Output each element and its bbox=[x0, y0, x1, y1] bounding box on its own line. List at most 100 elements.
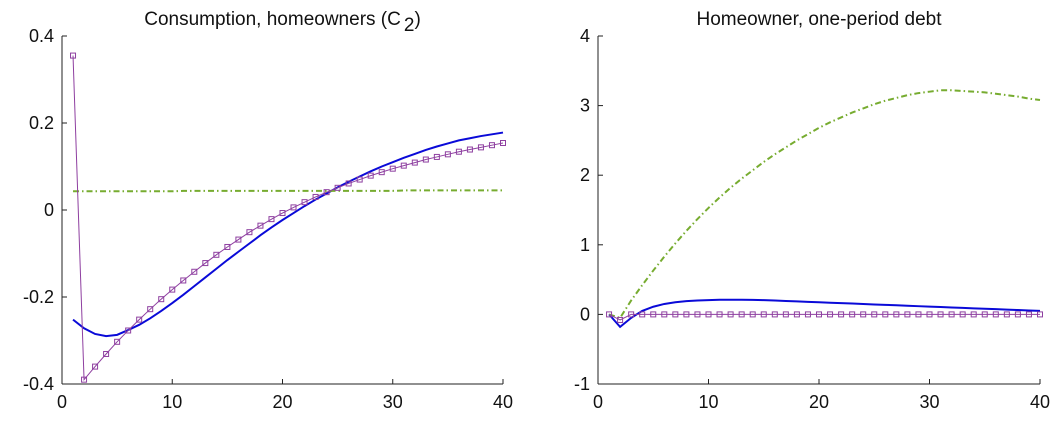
series-marker bbox=[1025, 311, 1032, 318]
y-tick-label: 0 bbox=[44, 200, 54, 220]
series-marker bbox=[926, 311, 933, 318]
series-marker bbox=[981, 311, 988, 318]
series-line bbox=[608, 313, 1040, 321]
x-tick-label: 40 bbox=[1030, 392, 1050, 412]
series-line bbox=[72, 55, 504, 381]
x-tick-label: 10 bbox=[698, 392, 718, 412]
series-marker bbox=[422, 156, 429, 163]
series-marker bbox=[871, 311, 878, 318]
series-marker bbox=[959, 311, 966, 318]
title-text: Homeowner, one-period debt bbox=[696, 9, 942, 30]
series-marker bbox=[882, 311, 889, 318]
series-marker bbox=[661, 311, 668, 318]
series-marker bbox=[782, 311, 789, 318]
series-marker bbox=[804, 311, 811, 318]
series-marker bbox=[345, 180, 352, 187]
series-marker bbox=[816, 311, 822, 318]
series-marker bbox=[312, 193, 319, 200]
title-subscript: 2 bbox=[404, 15, 415, 36]
series-marker bbox=[466, 146, 473, 153]
series-marker bbox=[389, 165, 396, 172]
y-tick-label: 4 bbox=[580, 26, 590, 46]
series-marker bbox=[650, 311, 657, 318]
series-marker bbox=[771, 311, 778, 318]
series-marker bbox=[191, 268, 198, 275]
series-marker bbox=[70, 52, 77, 59]
series-marker bbox=[606, 311, 613, 318]
series-marker bbox=[169, 286, 176, 293]
series-marker bbox=[235, 236, 242, 243]
series-line bbox=[72, 131, 504, 338]
series-marker bbox=[488, 142, 495, 149]
series-marker bbox=[136, 316, 143, 323]
series-marker bbox=[639, 311, 646, 318]
series-marker bbox=[323, 189, 330, 196]
series-marker bbox=[1037, 311, 1043, 318]
series-marker bbox=[92, 363, 99, 370]
series-marker bbox=[125, 327, 132, 334]
series-marker bbox=[992, 311, 999, 318]
series-marker bbox=[433, 153, 440, 160]
series-marker bbox=[301, 199, 308, 206]
series-marker bbox=[617, 316, 624, 323]
y-tick-label: 0.2 bbox=[29, 113, 54, 133]
series-marker bbox=[760, 311, 767, 318]
series-marker bbox=[103, 350, 110, 357]
series-marker bbox=[246, 229, 253, 236]
series-marker bbox=[213, 251, 220, 258]
series-marker bbox=[705, 311, 712, 318]
title-close: ) bbox=[414, 9, 420, 30]
series-marker bbox=[838, 311, 845, 318]
series-marker bbox=[672, 311, 679, 318]
series-marker bbox=[400, 162, 407, 169]
series-marker bbox=[477, 144, 484, 151]
series-marker bbox=[334, 184, 341, 191]
series-marker bbox=[628, 311, 635, 318]
series-marker bbox=[893, 311, 900, 318]
series-marker bbox=[81, 376, 88, 383]
series-marker bbox=[904, 311, 911, 318]
y-tick-label: 0.4 bbox=[29, 26, 54, 46]
x-tick-label: 40 bbox=[493, 392, 513, 412]
x-tick-label: 20 bbox=[809, 392, 829, 412]
series-marker bbox=[694, 311, 701, 318]
x-tick-label: 30 bbox=[383, 392, 403, 412]
y-tick-label: -0.4 bbox=[23, 374, 54, 394]
series-marker bbox=[937, 311, 944, 318]
x-tick-label: 0 bbox=[593, 392, 603, 412]
chart-title: Consumption, homeowners (C 2) bbox=[144, 9, 421, 36]
series-marker bbox=[180, 277, 187, 284]
series-marker bbox=[257, 222, 264, 229]
series-line bbox=[608, 89, 1041, 320]
series-marker bbox=[948, 311, 955, 318]
series-marker bbox=[860, 311, 867, 318]
series-marker bbox=[367, 172, 374, 179]
x-tick-label: 0 bbox=[57, 392, 67, 412]
series-marker bbox=[716, 311, 723, 318]
series-marker bbox=[268, 216, 275, 223]
series-marker bbox=[500, 140, 506, 147]
title-text: Consumption, homeowners (C bbox=[144, 9, 401, 30]
series-line bbox=[73, 189, 503, 193]
series-marker bbox=[793, 311, 800, 318]
series-marker bbox=[1003, 311, 1010, 318]
y-tick-label: -1 bbox=[574, 374, 590, 394]
series-marker bbox=[749, 311, 756, 318]
chart-title: Homeowner, one-period debt bbox=[696, 9, 942, 30]
series-marker bbox=[727, 311, 734, 318]
series-marker bbox=[356, 176, 363, 183]
series-marker bbox=[378, 169, 385, 176]
series-marker bbox=[444, 151, 451, 158]
series-marker bbox=[158, 296, 165, 303]
series-marker bbox=[827, 311, 834, 318]
y-tick-label: 0 bbox=[580, 304, 590, 324]
series-line bbox=[608, 298, 1041, 329]
series-marker bbox=[279, 210, 286, 217]
x-tick-label: 10 bbox=[162, 392, 182, 412]
series-marker bbox=[202, 260, 209, 267]
series-marker bbox=[915, 311, 922, 318]
series-marker bbox=[738, 311, 745, 318]
series-marker bbox=[455, 148, 462, 155]
